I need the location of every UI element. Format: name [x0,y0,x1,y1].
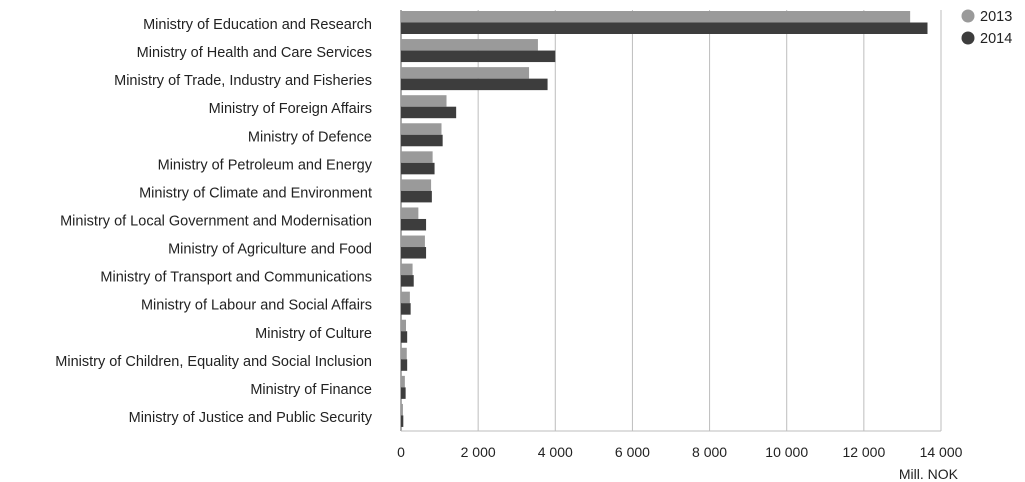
x-tick-label: 12 000 [842,444,885,460]
category-label: Ministry of Agriculture and Food [168,242,372,258]
legend-label: 2013 [980,9,1012,25]
bar-2014 [401,78,548,91]
bar-2013 [401,95,447,107]
x-tick-label: 8 000 [692,444,727,460]
bar-2013 [401,67,530,79]
bar-2014 [401,359,408,371]
category-label: Ministry of Trade, Industry and Fisherie… [114,73,372,89]
x-tick-label: 6 000 [615,444,650,460]
category-label: Ministry of Petroleum and Energy [158,157,373,173]
category-label: Ministry of Climate and Environment [139,185,372,201]
category-label: Ministry of Defence [248,129,372,145]
bar-2014 [401,415,404,427]
bar-2014 [401,331,408,343]
bar-2013 [401,207,419,219]
x-axis-title: Mill. NOK [899,466,959,482]
category-label: Ministry of Labour and Social Affairs [141,298,372,314]
bar-2013 [401,151,433,163]
bar-2013 [401,403,403,416]
legend-label: 2014 [980,31,1012,47]
bar-2014 [401,387,406,399]
bar-2014 [401,218,427,231]
category-labels: Ministry of Education and Research Minist… [55,17,372,426]
legend-marker-2014 [961,31,975,45]
bar-2013 [401,375,405,388]
bar-2014 [401,247,427,259]
bar-2013 [401,263,413,276]
bar-2013 [401,11,911,23]
x-tick-label: 4 000 [538,444,573,460]
category-label: Ministry of Finance [250,382,372,398]
bar-2014 [401,50,556,63]
bar-2013 [401,179,432,191]
bars [401,11,928,427]
category-label: Ministry of Culture [255,326,372,342]
bar-2013 [401,347,407,360]
category-label: Ministry of Health and Care Services [137,45,372,61]
category-label: Ministry of Education and Research [143,17,372,33]
x-tick-label: 2 000 [461,444,496,460]
x-tick-label: 14 000 [920,444,963,460]
bar-2014 [401,190,432,203]
x-tick-label: 0 [397,444,405,460]
x-tick-label: 10 000 [765,444,808,460]
category-label: Ministry of Local Government and Moderni… [60,214,372,230]
category-label: Ministry of Transport and Communications [100,270,372,286]
category-label: Ministry of Justice and Public Security [129,410,373,426]
bar-2013 [401,39,538,51]
category-label: Ministry of Foreign Affairs [209,101,372,117]
bar-2013 [401,319,407,332]
category-label: Ministry of Children, Equality and Socia… [55,354,372,370]
bar-2013 [401,291,410,304]
bar-2014 [401,162,435,175]
bar-2014 [401,22,928,34]
bar-2014 [401,134,443,147]
bar-2014 [401,303,411,315]
bar-2013 [401,123,442,135]
bar-2013 [401,235,425,248]
x-axis-ticks: 0 2 000 4 000 6 000 8 000 10 000 12 000 14 000 [397,444,963,460]
legend: 2013 2014 [961,9,1012,47]
bar-2014 [401,275,414,287]
bar-2014 [401,106,457,119]
legend-marker-2013 [961,9,975,23]
